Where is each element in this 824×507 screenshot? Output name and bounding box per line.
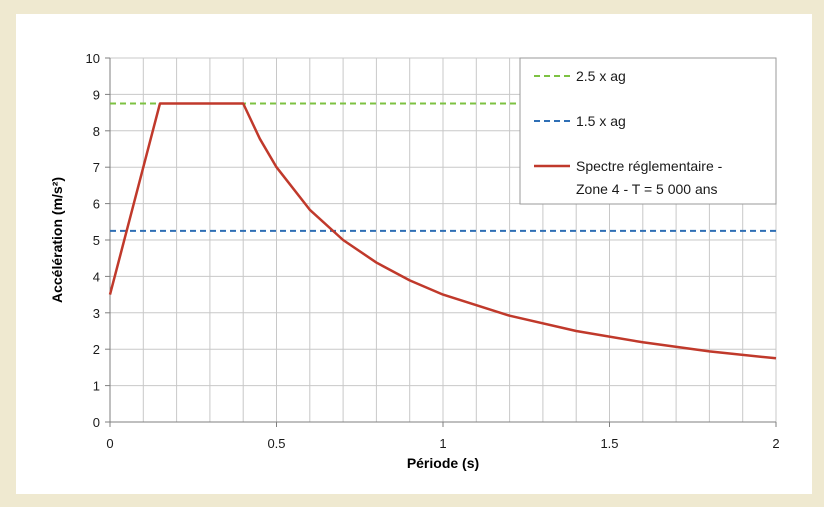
- y-tick-label: 2: [93, 342, 100, 357]
- legend-label-3: Zone 4 - T = 5 000 ans: [576, 181, 718, 197]
- y-tick-label: 0: [93, 415, 100, 430]
- x-tick-label: 0: [106, 436, 113, 451]
- series-line-3: [108, 102, 777, 360]
- y-tick-label: 3: [93, 306, 100, 321]
- y-tick-label: 6: [93, 197, 100, 212]
- y-tick-label: 4: [93, 269, 100, 284]
- y-tick-label: 7: [93, 160, 100, 175]
- acceleration-spectrum-chart: 0 1 2 3 4 5 6 7 8 9 10 0 0.5 1 1.5 2 Période (s) Accéléra…: [49, 51, 780, 471]
- y-tick-label: 9: [93, 87, 100, 102]
- x-axis-title: Période (s): [407, 455, 479, 471]
- legend-box: [519, 57, 777, 205]
- chart-frame: 0 1 2 3 4 5 6 7 8 9 10 0 0.5 1 1.5 2 Période (s) Accéléra…: [16, 14, 812, 494]
- y-tick-label: 1: [93, 379, 100, 394]
- y-tick-label: 8: [93, 124, 100, 139]
- y-tick-label: 10: [86, 51, 100, 66]
- x-tick-label: 2: [772, 436, 779, 451]
- legend-label-3: Spectre réglementaire -: [576, 158, 723, 174]
- x-tick-label: 1.5: [600, 436, 618, 451]
- x-tick-label: 0.5: [267, 436, 285, 451]
- x-tick-label: 1: [439, 436, 446, 451]
- y-axis-title: Accélération (m/s²): [49, 177, 65, 303]
- legend-label-2: 1.5 x ag: [576, 113, 626, 129]
- legend-label-1: 2.5 x ag: [576, 68, 626, 84]
- y-tick-label: 5: [93, 233, 100, 248]
